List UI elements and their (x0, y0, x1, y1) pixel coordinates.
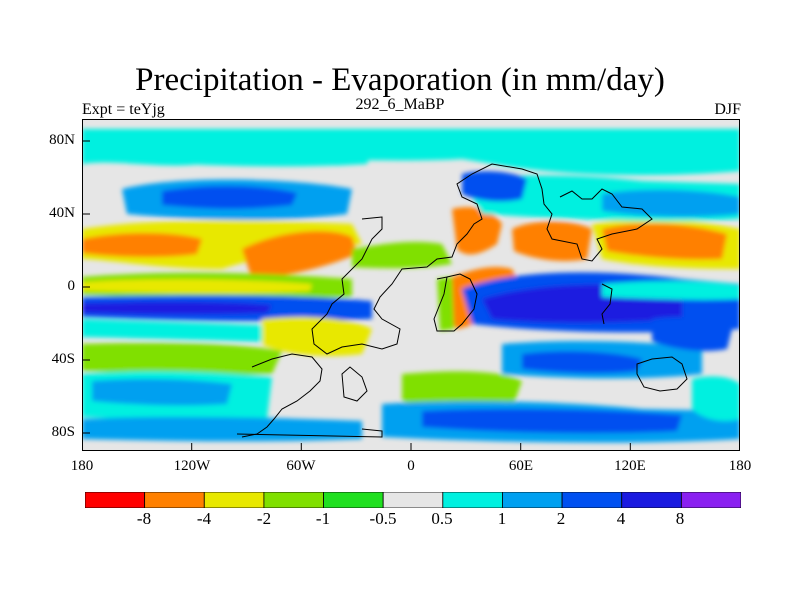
x-tick-label: 0 (407, 458, 415, 474)
colorbar-label: 1 (497, 509, 507, 528)
x-tick-label: 60E (508, 458, 534, 474)
colorbar (85, 492, 741, 508)
colorbar-label: -2 (256, 509, 272, 528)
colorbar-boxes (85, 492, 741, 508)
colorbar-label: 0.5 (431, 509, 453, 528)
colorbar-label: 8 (675, 509, 685, 528)
x-tick-label: 180 (70, 458, 94, 474)
y-tick-label: 80N (49, 132, 75, 148)
map-plot (82, 119, 740, 451)
colorbar-box (621, 492, 682, 508)
colorbar-label: 4 (616, 509, 626, 528)
tick-marks (82, 140, 631, 451)
colorbar-box (263, 492, 324, 508)
season-label: DJF (714, 101, 741, 118)
coastlines (236, 163, 688, 438)
y-tick-label: 0 (67, 278, 76, 294)
colorbar-label: -4 (196, 509, 212, 528)
experiment-label: Expt = teYjg (82, 101, 165, 118)
x-tick-label: 60W (286, 458, 316, 474)
colorbar-label: -0.5 (369, 509, 397, 528)
x-tick-label: 120E (614, 458, 646, 474)
colorbar-label: -8 (136, 509, 152, 528)
colorbar-box (323, 492, 384, 508)
plot-title: Precipitation - Evaporation (in mm/day) (135, 62, 665, 98)
colorbar-box (382, 492, 444, 508)
colorbar-box (442, 492, 503, 508)
colorbar-box (144, 492, 205, 508)
colorbar-box (203, 492, 265, 508)
colorbar-box (680, 492, 741, 508)
period-label: 292_6_MaBP (355, 96, 445, 113)
y-tick-label: 80S (51, 424, 75, 440)
colorbar-label: -1 (315, 509, 331, 528)
map-svg (82, 119, 740, 451)
colorbar-box (85, 492, 146, 508)
x-tick-label: 180 (728, 458, 752, 474)
colorbar-box (502, 492, 563, 508)
y-tick-label: 40N (49, 205, 75, 221)
y-tick-label: 40S (51, 351, 75, 367)
x-tick-label: 120W (173, 458, 211, 474)
colorbar-box (561, 492, 623, 508)
colorbar-label: 2 (556, 509, 566, 528)
